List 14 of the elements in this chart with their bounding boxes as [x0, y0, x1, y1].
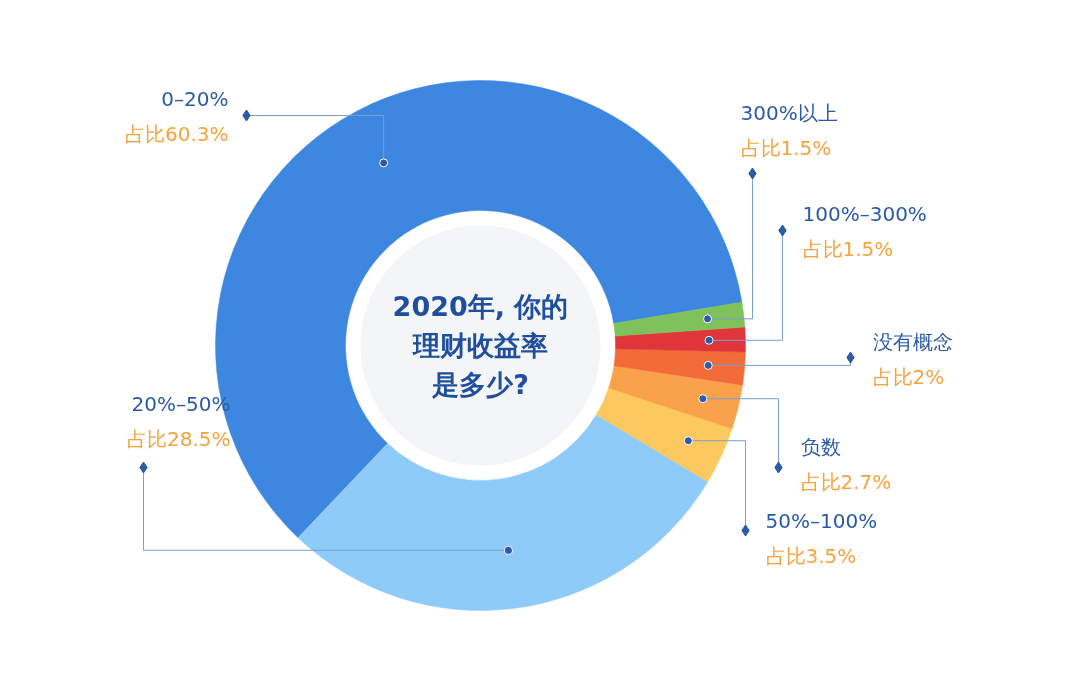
slice-label: 负数 [800, 434, 841, 459]
data-label: 占比2.7% [800, 469, 892, 494]
data-label: 占比2% [872, 364, 945, 389]
text: 2020年, 你的理财收益率是多少? [392, 291, 569, 400]
slice-label: 50%–100% [765, 508, 878, 533]
slice-label: 没有概念 [872, 329, 953, 354]
data-label: 占比60.3% [124, 121, 229, 146]
data-label: 占比1.5% [802, 236, 894, 261]
slice-label: 0–20% [161, 86, 229, 111]
slice-label: 100%–300% [802, 201, 927, 226]
data-label: 占比28.5% [126, 426, 231, 451]
data-label: 占比3.5% [765, 543, 857, 568]
data-label: 占比1.5% [740, 135, 832, 160]
slice-label: 300%以上 [740, 100, 838, 125]
